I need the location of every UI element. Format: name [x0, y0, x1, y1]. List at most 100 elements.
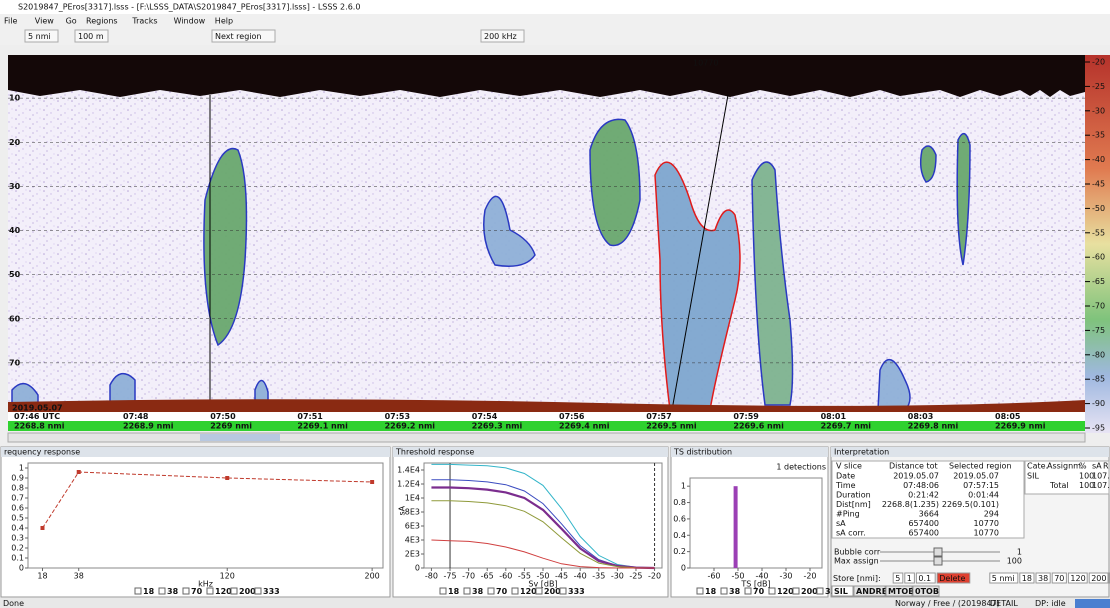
channel-checkbox[interactable] — [792, 587, 800, 595]
toolbar-button[interactable] — [24, 29, 59, 43]
tab[interactable] — [853, 585, 886, 597]
channel-label[interactable]: 70 — [753, 587, 765, 596]
channel-checkbox[interactable] — [535, 587, 543, 595]
store-button[interactable] — [1088, 572, 1109, 584]
menu-item[interactable]: File — [4, 17, 17, 26]
tab[interactable] — [885, 585, 913, 597]
tab-label[interactable]: SIL — [834, 587, 848, 596]
channel-label[interactable]: 120 — [777, 587, 794, 596]
menu-item[interactable]: Tracks — [131, 17, 157, 26]
tab[interactable] — [912, 585, 940, 597]
channel-label[interactable]: 200 — [544, 587, 561, 596]
channel-checkbox[interactable] — [720, 587, 728, 595]
school — [654, 161, 741, 411]
table-cell: 07:48:06 — [903, 481, 939, 490]
store-button-label[interactable]: 0.1 — [918, 574, 931, 583]
store-button-label[interactable]: Delete — [939, 574, 965, 583]
store-button-label[interactable]: 120 — [1070, 574, 1085, 583]
toolbar-button[interactable] — [74, 29, 109, 43]
toolbar-label[interactable]: 200 kHz — [484, 32, 517, 41]
menu-item[interactable]: View — [35, 17, 54, 26]
channel-checkbox[interactable] — [559, 587, 567, 595]
channel-label[interactable]: 120 — [520, 587, 537, 596]
toolbar-button[interactable] — [211, 29, 276, 43]
channel-checkbox[interactable] — [134, 587, 142, 595]
store-button[interactable] — [1051, 572, 1067, 584]
region-label: 10770 — [693, 59, 718, 68]
channel-label[interactable]: 38 — [729, 587, 741, 596]
store-button-label[interactable]: 70 — [1054, 574, 1064, 583]
panel — [670, 446, 829, 598]
store-button-label[interactable]: 1 — [907, 574, 912, 583]
panel — [392, 446, 669, 598]
time-label: 08:03 — [908, 412, 933, 421]
store-button[interactable] — [904, 572, 915, 584]
channel-label[interactable]: 38 — [167, 587, 179, 596]
store-button[interactable] — [892, 572, 904, 584]
table-cell: 07:57:15 — [963, 481, 999, 490]
channel-label[interactable]: 200 — [239, 587, 256, 596]
store-button-label[interactable]: 200 — [1091, 574, 1106, 583]
toolbar-label[interactable]: 100 m — [78, 32, 104, 41]
depth-tick-label: 10 — [9, 94, 21, 103]
slider-thumb[interactable] — [933, 556, 943, 566]
store-button[interactable] — [1067, 572, 1088, 584]
store-button[interactable] — [936, 572, 971, 584]
channel-label[interactable]: 18 — [448, 587, 460, 596]
store-button[interactable] — [1035, 572, 1051, 584]
channel-label[interactable]: 70 — [496, 587, 508, 596]
toolbar-label[interactable]: 5 nmi — [28, 32, 51, 41]
channel-label[interactable]: 333 — [263, 587, 280, 596]
colorbar-tick-label: -80 — [1092, 350, 1105, 359]
channel-checkbox[interactable] — [744, 587, 752, 595]
channel-label[interactable]: 70 — [191, 587, 203, 596]
channel-checkbox[interactable] — [511, 587, 519, 595]
slider-thumb[interactable] — [933, 547, 943, 557]
toolbar-label[interactable]: Next region — [215, 32, 261, 41]
table-cell: sA corr. — [836, 529, 866, 538]
x-tick-label: 200 — [364, 572, 379, 581]
colorbar-tick-label: -75 — [1092, 326, 1105, 335]
channel-label[interactable]: 18 — [143, 587, 155, 596]
tab[interactable] — [831, 585, 854, 597]
x-tick-label: -40 — [755, 572, 768, 581]
depth-tick-label: 50 — [9, 270, 21, 279]
channel-checkbox[interactable] — [463, 587, 471, 595]
channel-label[interactable]: 200 — [801, 587, 818, 596]
channel-checkbox[interactable] — [254, 587, 262, 595]
channel-checkbox[interactable] — [206, 587, 214, 595]
store-button[interactable] — [915, 572, 936, 584]
channel-checkbox[interactable] — [816, 587, 824, 595]
table-cell: 100 — [1079, 472, 1094, 481]
toolbar-button[interactable] — [480, 29, 525, 43]
channel-label[interactable]: 333 — [568, 587, 585, 596]
tab-label[interactable]: ANDRE — [856, 587, 887, 596]
channel-checkbox[interactable] — [230, 587, 238, 595]
store-button-label[interactable]: 18 — [1022, 574, 1032, 583]
menu-item[interactable]: Window — [174, 17, 206, 26]
menu-item[interactable]: Regions — [86, 17, 118, 26]
table-cell: Dist[nm] — [836, 500, 871, 509]
tab-label[interactable]: 0TOB — [915, 587, 939, 596]
channel-label[interactable]: 120 — [215, 587, 232, 596]
channel-label[interactable]: 18 — [705, 587, 717, 596]
tab-label[interactable]: MTOB — [888, 587, 914, 596]
store-button[interactable] — [989, 572, 1019, 584]
channel-label[interactable]: 38 — [472, 587, 484, 596]
channel-checkbox[interactable] — [696, 587, 704, 595]
menu-item[interactable]: Help — [215, 17, 233, 26]
channel-checkbox[interactable] — [768, 587, 776, 595]
store-button-label[interactable]: 5 — [895, 574, 900, 583]
time-strip — [8, 412, 1085, 421]
channel-checkbox[interactable] — [487, 587, 495, 595]
store-button-label[interactable]: 38 — [1038, 574, 1048, 583]
menu-item[interactable]: Go — [66, 17, 77, 26]
scroll-thumb[interactable] — [200, 434, 280, 441]
annotation: 1 detections — [776, 463, 826, 472]
channel-checkbox[interactable] — [158, 587, 166, 595]
store-button-label[interactable]: 5 nmi — [992, 574, 1015, 583]
channel-checkbox[interactable] — [439, 587, 447, 595]
store-button[interactable] — [1019, 572, 1035, 584]
channel-checkbox[interactable] — [182, 587, 190, 595]
scrollbar[interactable] — [7, 432, 1086, 443]
